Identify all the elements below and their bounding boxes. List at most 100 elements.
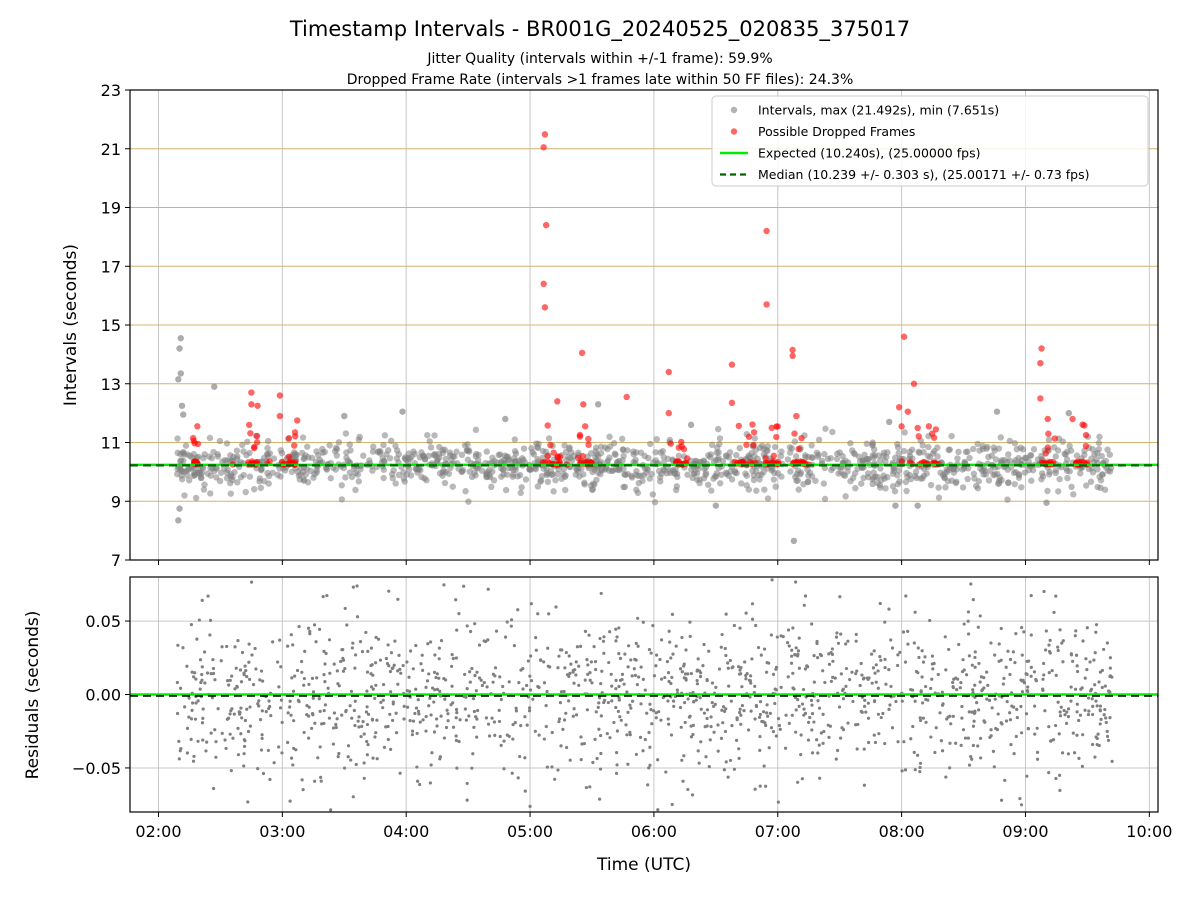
residual-point (1108, 690, 1112, 694)
interval-point (869, 452, 876, 459)
residual-point (455, 766, 459, 770)
residual-point (648, 702, 652, 706)
residual-point (774, 667, 778, 671)
x-tick-label: 08:00 (879, 822, 925, 841)
residual-point (656, 758, 660, 762)
residual-point (312, 623, 317, 627)
legend-marker-intervals (730, 106, 738, 114)
residual-point (874, 663, 878, 667)
interval-point (786, 449, 794, 456)
interval-point (778, 448, 785, 455)
interval-point (545, 435, 553, 442)
residual-point (681, 779, 685, 783)
interval-point (227, 479, 234, 487)
interval-point (945, 446, 952, 454)
residual-point (1058, 710, 1062, 714)
residual-point (776, 800, 780, 804)
residual-point (876, 712, 881, 716)
dropped-frame-point (1045, 430, 1052, 437)
residual-point (1020, 690, 1025, 694)
interval-point (652, 457, 659, 464)
dropped-frame-point (1037, 395, 1044, 402)
residual-point (622, 682, 626, 686)
residual-point (1094, 630, 1098, 634)
interval-point (313, 466, 320, 474)
residual-point (1080, 764, 1085, 768)
residual-point (1041, 688, 1045, 693)
residual-point (759, 653, 763, 657)
interval-point (996, 474, 1003, 481)
interval-point (621, 471, 628, 478)
residual-point (437, 646, 441, 650)
interval-point (1050, 444, 1058, 451)
residual-point (1093, 755, 1097, 759)
residual-point (767, 661, 771, 665)
residual-point (514, 709, 519, 713)
residual-point (346, 744, 351, 748)
residual-point (930, 654, 935, 658)
interval-point (1006, 437, 1014, 445)
residual-point (392, 663, 396, 667)
residual-point (176, 711, 180, 716)
interval-point (856, 458, 864, 465)
residual-point (714, 685, 718, 689)
interval-point (227, 471, 235, 478)
residual-point (593, 659, 598, 664)
residual-point (278, 706, 283, 710)
interval-point (388, 437, 395, 445)
residual-point (750, 657, 754, 661)
interval-point (842, 493, 849, 500)
residual-point (702, 642, 706, 647)
residual-point (455, 710, 459, 715)
interval-point (645, 454, 652, 462)
residual-point (702, 711, 707, 715)
interval-point (632, 456, 639, 464)
residual-point (364, 630, 368, 635)
residual-point (421, 668, 425, 673)
residual-point (618, 656, 623, 661)
residual-point (260, 733, 264, 737)
residual-point (647, 766, 651, 770)
residual-point (1086, 696, 1091, 700)
interval-point (211, 383, 218, 390)
residual-point (1098, 704, 1103, 708)
residual-point (878, 601, 882, 606)
residual-point (458, 718, 462, 722)
interval-point (441, 479, 449, 487)
dropped-frame-point (773, 433, 780, 441)
residual-point (724, 612, 728, 616)
residual-point (565, 745, 569, 750)
interval-point (970, 445, 977, 453)
interval-point (511, 436, 519, 443)
residual-point (242, 752, 246, 756)
residual-point (1092, 658, 1096, 662)
dropped-frame-point (743, 441, 750, 449)
residual-point (322, 721, 326, 726)
residual-point (465, 781, 469, 786)
residual-point (205, 671, 210, 675)
residual-point (394, 711, 398, 715)
residual-point (355, 584, 359, 588)
residual-point (796, 652, 800, 656)
residual-point (615, 635, 619, 639)
residual-point (827, 652, 831, 656)
residual-point (846, 639, 850, 643)
interval-point (1106, 468, 1114, 475)
residual-point (405, 660, 409, 664)
residual-point (1035, 726, 1039, 730)
interval-point (550, 488, 557, 495)
residual-point (209, 671, 213, 676)
residual-point (696, 749, 700, 753)
dropped-frame-point (678, 438, 685, 446)
residual-point (454, 707, 459, 712)
residual-point (624, 723, 628, 727)
residual-point (734, 738, 739, 742)
interval-point (433, 457, 441, 465)
interval-point (190, 450, 197, 458)
residual-point (243, 739, 247, 743)
residual-point (454, 656, 458, 660)
interval-point (386, 455, 394, 462)
residual-point (578, 644, 583, 649)
residual-point (373, 735, 377, 739)
residual-point (641, 677, 645, 681)
